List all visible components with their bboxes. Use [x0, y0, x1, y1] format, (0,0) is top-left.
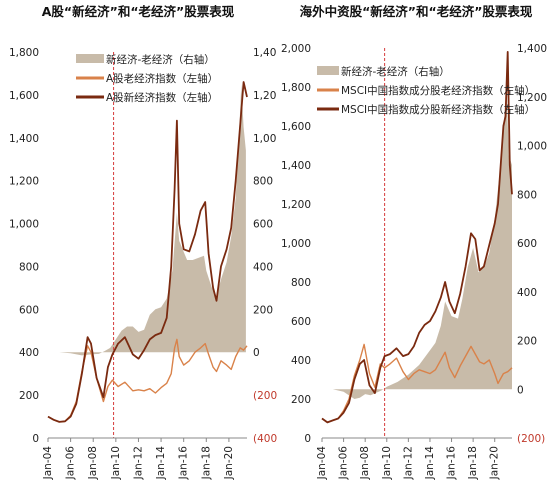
- y-right-tick-label: 1,000: [517, 141, 547, 153]
- x-tick-label: Jan-04: [316, 446, 328, 481]
- chart-svg-offshore: Jan-04 Jan-06 Jan-08 Jan-10 Jan-12 Jan-14 Jan-…: [281, 43, 547, 481]
- legend-label: 新经济-老经济（右轴）: [106, 53, 215, 66]
- y-left-tick-label: 0: [304, 433, 311, 445]
- x-tick-label: Jan-12: [402, 446, 414, 480]
- legend-label: 新经济-老经济（右轴）: [341, 65, 450, 78]
- y-left-tick-label: 400: [291, 355, 311, 367]
- y-left-tick-label: 0: [32, 433, 39, 445]
- x-tick-label: Jan-06: [338, 446, 350, 481]
- legend-swatch-area: [317, 66, 339, 75]
- y-right-tick-label: 600: [517, 238, 537, 250]
- chart-title: A股“新经济”和“老经济”股票表现: [41, 4, 235, 19]
- x-tick-label: Jan-20: [223, 446, 235, 480]
- x-tick-label: Jan-10: [381, 446, 393, 480]
- legend-label: MSCI中国指数成分股新经济指数（左轴）: [341, 103, 535, 116]
- x-tick-label: Jan-08: [359, 446, 371, 480]
- y-left-tick-label: 1,400: [281, 160, 311, 172]
- x-tick-label: Jan-20: [489, 446, 501, 480]
- x-tick-label: Jan-14: [155, 446, 167, 481]
- y-right-tick-label: 1,400: [517, 43, 547, 55]
- x-tick-label: Jan-06: [65, 446, 77, 481]
- x-tick-label: Jan-08: [87, 446, 99, 480]
- y-right-tick-label: 1,400: [253, 47, 277, 59]
- legend-label: A股新经济指数（左轴）: [106, 91, 218, 104]
- y-left-tick-label: 200: [291, 394, 311, 406]
- y-right-tick-label: 1,000: [253, 133, 277, 145]
- x-tick-label: Jan-18: [200, 446, 212, 480]
- y-right-tick-label: 800: [253, 176, 273, 188]
- y-left-tick-label: 600: [19, 304, 39, 316]
- y-right-tick-label: (400): [253, 433, 277, 445]
- y-right-tick-label: 800: [517, 189, 537, 201]
- legend-label: A股老经济指数（左轴）: [106, 72, 218, 85]
- y-left-tick-label: 1,800: [9, 47, 39, 59]
- x-tick-label: Jan-16: [446, 446, 458, 481]
- y-left-tick-label: 1,200: [281, 199, 311, 211]
- chart-title: 海外中资股“新经济”和“老经济”股票表现: [299, 4, 533, 19]
- x-tick-label: Jan-18: [467, 446, 479, 480]
- y-right-tick-label: 0: [253, 347, 260, 359]
- y-right-tick-label: 400: [517, 287, 537, 299]
- y-left-tick-label: 1,400: [9, 133, 39, 145]
- y-left-tick-label: 1,000: [281, 238, 311, 250]
- series-area-new-minus-old: [48, 84, 246, 356]
- y-right-tick-label: 200: [253, 304, 273, 316]
- y-left-tick-label: 1,000: [9, 219, 39, 231]
- chart-panel-offshore: 海外中资股“新经济”和“老经济”股票表现 Jan-04 Jan-06 Jan-08 J…: [277, 0, 553, 486]
- chart-svg-a-share: Jan-04 Jan-06 Jan-08 Jan-10 Jan-12 Jan-14 Jan-…: [9, 47, 277, 481]
- series-line-new-economy: [47, 81, 248, 423]
- y-right-tick-label: 200: [517, 336, 537, 348]
- y-right-tick-label: 0: [517, 384, 524, 396]
- y-right-tick-label: 600: [253, 219, 273, 231]
- series-line-new-economy: [321, 51, 513, 424]
- y-right-tick-label: 1,200: [517, 92, 547, 104]
- x-tick-label: Jan-14: [424, 446, 436, 481]
- legend-label: MSCI中国指数成分股老经济指数（左轴）: [341, 84, 535, 97]
- y-right-tick-label: 1,200: [253, 90, 277, 102]
- y-right-tick-label: 400: [253, 261, 273, 273]
- series-area-new-minus-old: [322, 91, 512, 400]
- y-left-tick-label: 800: [291, 277, 311, 289]
- y-left-tick-label: 2,000: [281, 43, 311, 55]
- y-right-tick-label: (200): [253, 390, 277, 402]
- series-line-old-economy: [321, 343, 513, 424]
- x-tick-label: Jan-04: [42, 446, 54, 481]
- y-left-tick-label: 400: [19, 347, 39, 359]
- y-right-tick-label: (200): [517, 433, 545, 445]
- y-left-tick-label: 800: [19, 261, 39, 273]
- x-tick-label: Jan-10: [110, 446, 122, 480]
- y-left-tick-label: 1,800: [281, 82, 311, 94]
- x-tick-label: Jan-16: [178, 446, 190, 481]
- legend-swatch-area: [76, 54, 104, 63]
- y-left-tick-label: 600: [291, 316, 311, 328]
- y-left-tick-label: 1,600: [281, 121, 311, 133]
- y-left-tick-label: 1,200: [9, 176, 39, 188]
- chart-panel-a-share: A股“新经济”和“老经济”股票表现 Jan-04 Jan-06 Jan-08 Jan-…: [9, 4, 277, 481]
- y-left-tick-label: 200: [19, 390, 39, 402]
- y-left-tick-label: 1,600: [9, 90, 39, 102]
- x-tick-label: Jan-12: [132, 446, 144, 480]
